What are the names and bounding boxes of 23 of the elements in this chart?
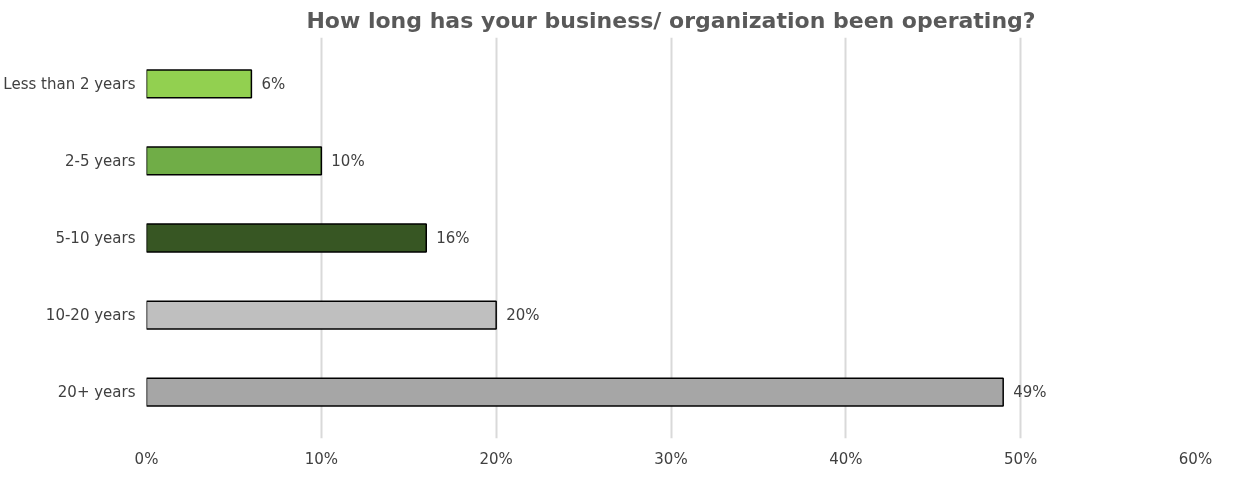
data-label: 20% — [506, 306, 540, 325]
bar — [146, 146, 323, 176]
data-label: 10% — [331, 151, 365, 170]
data-label: 16% — [436, 229, 470, 247]
bar — [146, 377, 1004, 407]
x-tick-label: 20% — [479, 449, 513, 468]
y-tick-label: Less than 2 years — [3, 74, 136, 93]
x-tick-label: 40% — [829, 449, 863, 468]
data-label: 49% — [1013, 383, 1047, 402]
chart-title: How long has your business/ organization been operating? — [306, 7, 1036, 33]
x-tick-label: 60% — [1178, 449, 1213, 468]
x-tick-label: 30% — [654, 449, 688, 468]
y-tick-label: 10-20 years — [45, 306, 136, 325]
x-tick-label: 50% — [1004, 449, 1038, 468]
x-tick-label: 10% — [304, 449, 339, 468]
data-label: 6% — [261, 74, 286, 93]
x-tick-label: 0% — [134, 449, 159, 468]
bar — [146, 300, 497, 330]
bar — [146, 223, 427, 253]
bar — [146, 69, 253, 99]
y-tick-label: 2-5 years — [64, 151, 136, 170]
y-tick-label: 5-10 years — [55, 229, 136, 247]
y-tick-label: 20+ years — [57, 383, 136, 402]
